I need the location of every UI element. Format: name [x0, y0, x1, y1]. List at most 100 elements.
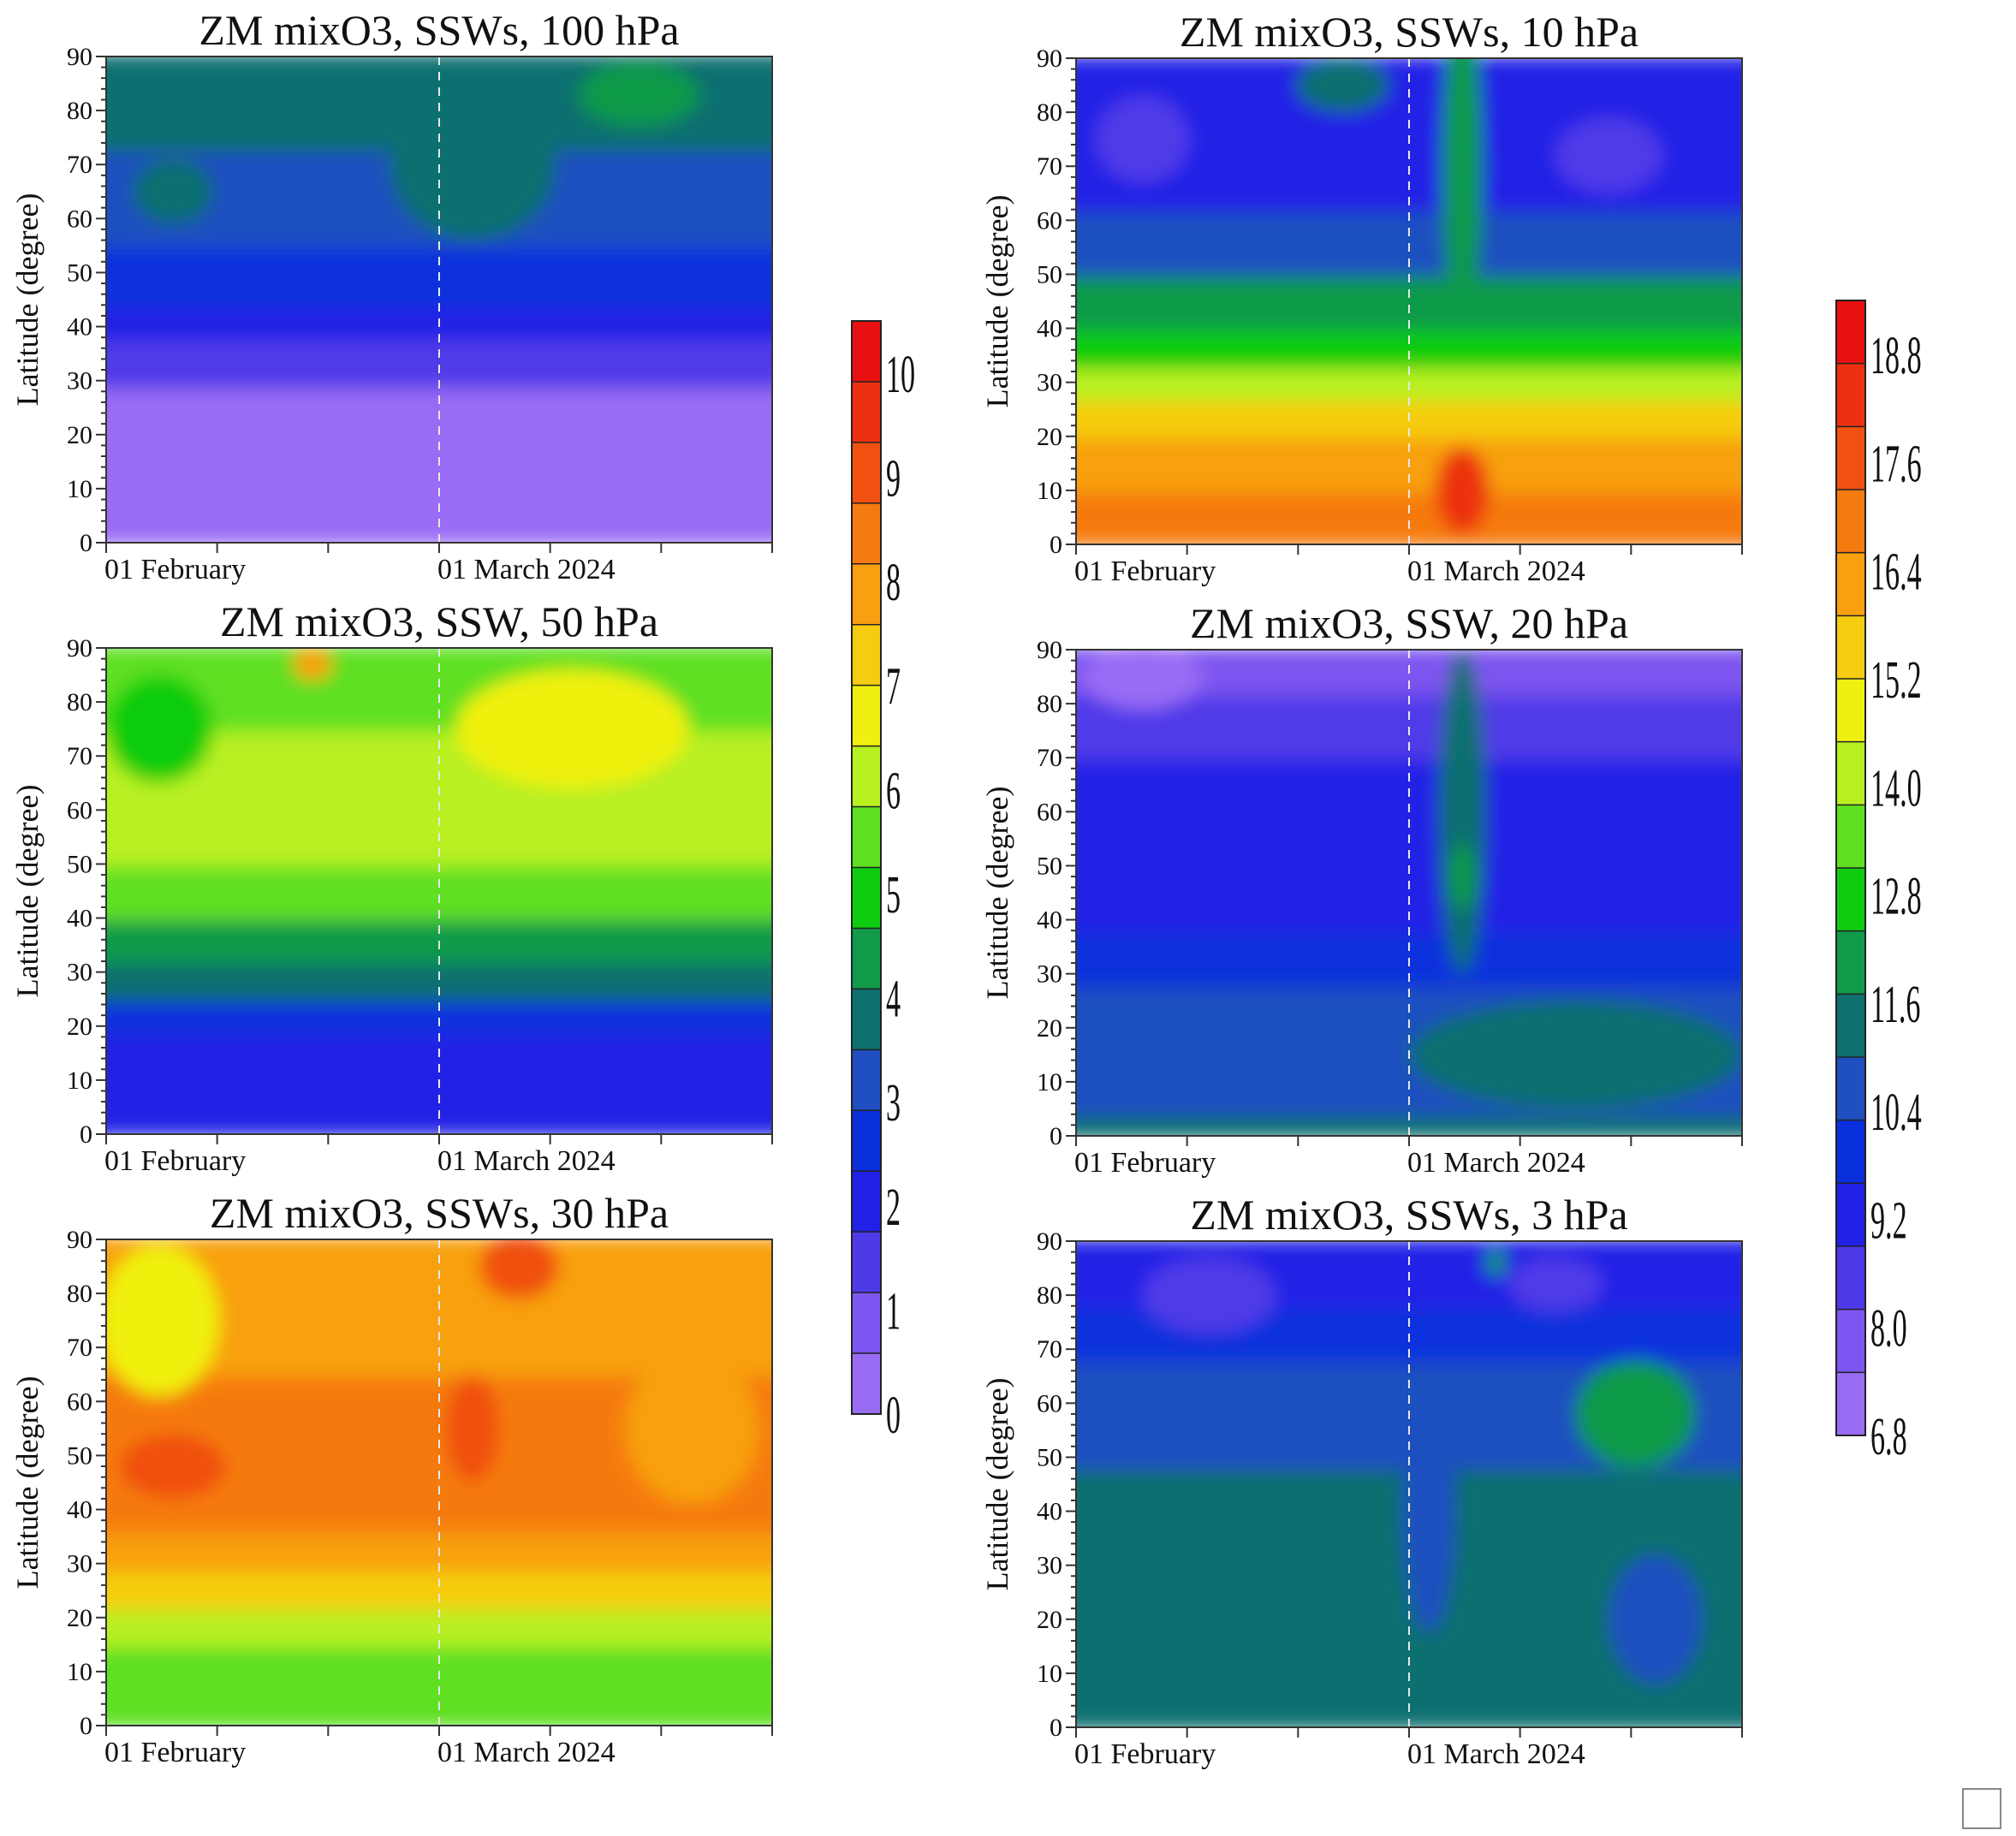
- colorbar-label: 8: [886, 552, 901, 611]
- y-tick-label: 30: [1037, 960, 1062, 989]
- colorbar-left: 0 1 2 3 4 5 6 7 8 9 10: [851, 320, 915, 1445]
- colorbar-segment: [1836, 1246, 1865, 1310]
- y-tick-label: 50: [67, 850, 92, 878]
- y-tick-label: 60: [1037, 206, 1062, 235]
- y-axis-label: Latitude (degree): [980, 787, 1014, 1000]
- heatmap-region: [479, 1239, 560, 1299]
- panel-title: ZM mixO3, SSWs, 100 hPa: [199, 6, 679, 54]
- panel-title: ZM mixO3, SSWs, 10 hPa: [1180, 8, 1638, 56]
- colorbar-segment: [1836, 426, 1865, 490]
- y-axis-label: Latitude (degree): [980, 1378, 1014, 1591]
- x-tick-label: 01 March 2024: [1407, 1147, 1585, 1179]
- y-tick-label: 50: [1037, 1443, 1062, 1471]
- heatmap-band: [1076, 325, 1742, 369]
- colorbar-label: 6: [886, 761, 901, 820]
- colorbar-segment: [1836, 679, 1865, 743]
- heatmap-region: [1485, 1249, 1506, 1277]
- y-tick-label: 60: [1037, 1389, 1062, 1417]
- colorbar-label: 10: [886, 344, 915, 403]
- y-tick-label: 30: [67, 1550, 92, 1578]
- y-tick-label: 40: [1037, 906, 1062, 935]
- y-tick-label: 20: [1037, 1014, 1062, 1043]
- y-tick-label: 10: [67, 1658, 92, 1686]
- colorbar-segment: [852, 1292, 881, 1354]
- colorbar-label: 4: [886, 969, 901, 1028]
- colorbar-segment: [1836, 741, 1865, 805]
- x-tick-label: 01 February: [1074, 1147, 1216, 1179]
- y-tick-label: 70: [1037, 152, 1062, 181]
- x-tick-label: 01 February: [104, 1737, 246, 1768]
- y-tick-label: 80: [67, 688, 92, 716]
- heatmap-band: [1076, 755, 1742, 934]
- x-tick-label: 01 March 2024: [437, 554, 616, 585]
- y-tick-label: 0: [80, 1712, 92, 1740]
- colorbar-segment: [1836, 1309, 1865, 1373]
- colorbar-segment: [852, 746, 881, 808]
- colorbar-segment: [852, 1232, 881, 1293]
- colorbar-segment: [1836, 300, 1865, 365]
- colorbar-label: 7: [886, 657, 901, 716]
- colorbar-label: 1: [886, 1281, 901, 1340]
- heatmap-region: [1609, 1554, 1703, 1684]
- y-tick-label: 0: [1050, 531, 1062, 559]
- colorbar-label: 16.4: [1870, 542, 1922, 601]
- x-tick-label: 01 March 2024: [437, 1145, 616, 1177]
- colorbar-label: 0: [886, 1385, 901, 1444]
- colorbar-label: 11.6: [1870, 974, 1920, 1033]
- colorbar-segment: [1836, 930, 1865, 995]
- y-tick-label: 40: [67, 1496, 92, 1524]
- heatmap-region: [1082, 650, 1203, 710]
- heatmap-region: [445, 1374, 500, 1482]
- panel-title: ZM mixO3, SSWs, 30 hPa: [210, 1189, 669, 1237]
- y-tick-label: 80: [1037, 690, 1062, 718]
- colorbar-segment: [1836, 868, 1865, 932]
- y-tick-label: 20: [1037, 1606, 1062, 1634]
- x-tick-label: 01 March 2024: [1407, 556, 1585, 587]
- colorbar-label: 15.2: [1870, 650, 1922, 709]
- heatmap-region: [1436, 447, 1490, 534]
- y-tick-label: 0: [1050, 1714, 1062, 1742]
- y-tick-label: 60: [67, 205, 92, 233]
- y-tick-label: 20: [67, 1013, 92, 1041]
- colorbar-segment: [852, 1110, 881, 1172]
- y-tick-label: 90: [1037, 45, 1062, 73]
- colorbar-segment: [852, 381, 881, 443]
- x-tick-label: 01 February: [1074, 556, 1216, 587]
- panel-2: 0 10 20 30 40 50 60 70 80 90 01 February 01 March 2…: [10, 597, 773, 1177]
- y-tick-label: 0: [1050, 1122, 1062, 1150]
- heatmap-region: [1575, 1359, 1696, 1469]
- y-tick-label: 40: [67, 905, 92, 933]
- y-tick-label: 10: [1037, 1068, 1062, 1096]
- colorbar-segment: [852, 563, 881, 626]
- colorbar-segment: [1836, 1372, 1865, 1436]
- panel-1: 0 10 20 30 40 50 60 70 80 90 01 February 01 March 2…: [980, 599, 1743, 1179]
- y-tick-label: 40: [67, 313, 92, 342]
- heatmap-region: [292, 648, 333, 680]
- colorbar-segment: [852, 928, 881, 989]
- heatmap-field: [1076, 1241, 1742, 1727]
- y-tick-label: 0: [80, 529, 92, 557]
- panel-4: 0 10 20 30 40 50 60 70 80 90 01 February 01 March 2…: [10, 1189, 773, 1768]
- colorbar-label: 9.2: [1870, 1191, 1907, 1250]
- y-tick-label: 0: [80, 1120, 92, 1149]
- colorbar-segment: [1836, 615, 1865, 680]
- y-tick-label: 30: [67, 367, 92, 395]
- heatmap-region: [455, 669, 689, 789]
- x-tick-label: 01 March 2024: [1407, 1738, 1585, 1770]
- colorbar-segment: [852, 1049, 881, 1111]
- heatmap-field: [106, 648, 772, 1134]
- colorbar-segment: [852, 806, 881, 868]
- y-tick-label: 70: [67, 1334, 92, 1362]
- y-tick-label: 70: [1037, 744, 1062, 772]
- y-tick-label: 50: [1037, 260, 1062, 288]
- y-tick-label: 10: [67, 475, 92, 503]
- colorbar-segment: [852, 502, 881, 565]
- y-tick-label: 30: [1037, 369, 1062, 397]
- y-axis-label: Latitude (degree): [10, 193, 45, 407]
- y-tick-label: 60: [1037, 798, 1062, 826]
- y-tick-label: 90: [67, 43, 92, 71]
- y-tick-label: 60: [67, 796, 92, 824]
- y-tick-label: 70: [67, 742, 92, 770]
- colorbar-segment: [1836, 490, 1865, 554]
